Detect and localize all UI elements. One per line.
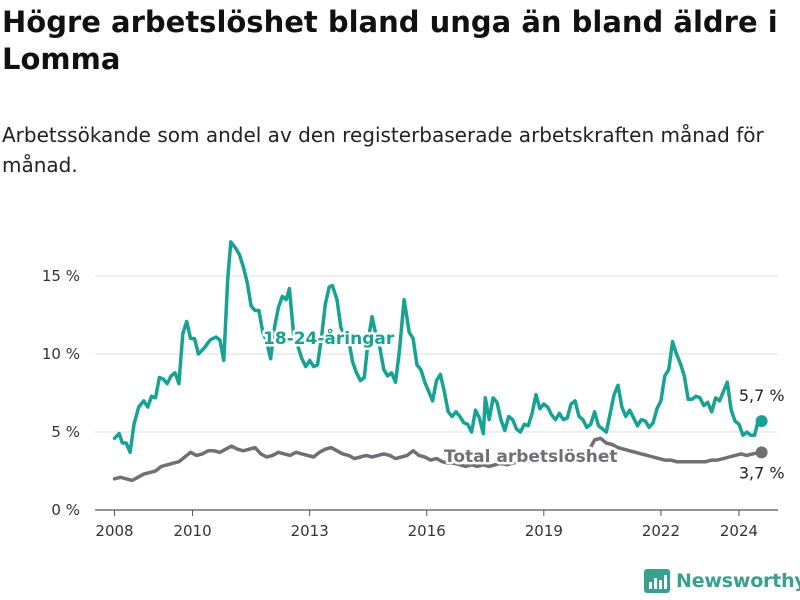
y-tick-label: 0 % <box>51 501 80 519</box>
total-series-label-halo: Total arbetslöshet <box>444 447 618 467</box>
grid-layer: 0 % 5 % 10 % 15 % <box>42 267 778 519</box>
newsworthy-logo: Newsworthy <box>644 569 800 593</box>
y-tick-label: 5 % <box>51 423 80 441</box>
chart-subtitle: Arbetssökande som andel av den registerb… <box>2 123 764 177</box>
bar-chart-logo-icon <box>644 569 670 593</box>
youth-last-value-label: 5,7 % <box>739 386 785 405</box>
youth-unemployment-line <box>112 240 764 455</box>
total-series-label: Total arbetslöshet <box>444 447 618 467</box>
x-tick-label: 2016 <box>408 522 446 540</box>
brand-name: Newsworthy <box>676 570 800 592</box>
x-tick-label: 2022 <box>642 522 680 540</box>
total-unemployment-line <box>112 436 764 483</box>
x-tick-label: 2024 <box>720 522 758 540</box>
y-tick-label: 10 % <box>42 345 80 363</box>
total-end-point <box>755 446 768 459</box>
x-tick-label: 2010 <box>173 522 211 540</box>
youth-end-point <box>755 415 768 428</box>
youth-series-label: 18-24-åringar <box>263 327 395 349</box>
x-tick-label: 2008 <box>95 522 133 540</box>
youth-series-label-halo: 18-24-åringar <box>263 327 395 349</box>
total-last-value-label: 3,7 % <box>739 463 785 482</box>
y-tick-label: 15 % <box>42 267 80 285</box>
label-layer: 5,7 %3,7 %18-24-åringar18-24-åringarTota… <box>261 325 785 483</box>
x-tick-label: 2019 <box>525 522 563 540</box>
x-axis: 2008 2010 2013 2016 2019 2022 2024 <box>95 510 758 540</box>
x-tick-label: 2013 <box>291 522 329 540</box>
chart-title: Högre arbetslöshet bland unga än bland ä… <box>2 5 778 76</box>
series-layer <box>112 240 768 483</box>
